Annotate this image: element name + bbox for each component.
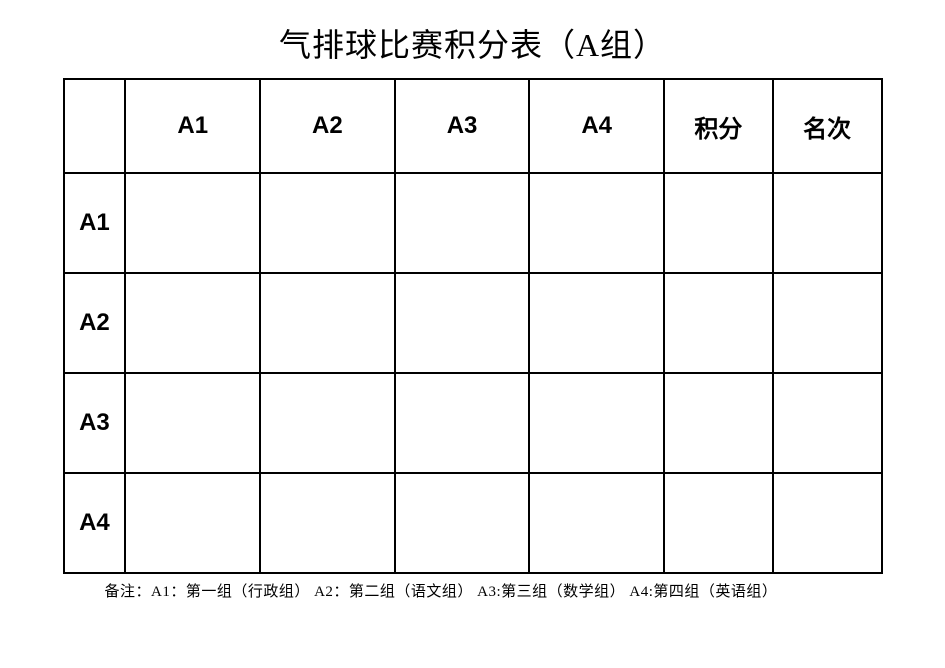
cell: [773, 473, 882, 573]
cell: [664, 273, 773, 373]
cell: [395, 373, 530, 473]
cell: [125, 173, 260, 273]
cell: [664, 373, 773, 473]
table-header-row: A1 A2 A3 A4 积分 名次: [64, 79, 882, 173]
header-a3: A3: [395, 79, 530, 173]
header-score: 积分: [664, 79, 773, 173]
cell: [773, 173, 882, 273]
row-label-a4: A4: [64, 473, 126, 573]
table-row: A4: [64, 473, 882, 573]
header-a4: A4: [529, 79, 664, 173]
cell: [125, 373, 260, 473]
cell: [529, 173, 664, 273]
row-label-a1: A1: [64, 173, 126, 273]
cell: [529, 273, 664, 373]
footnote: 备注：A1：第一组（行政组） A2：第二组（语文组） A3:第三组（数学组） A…: [63, 580, 883, 601]
page-title: 气排球比赛积分表（A组）: [279, 20, 666, 66]
cell: [395, 473, 530, 573]
row-label-a2: A2: [64, 273, 126, 373]
header-blank: [64, 79, 126, 173]
header-a2: A2: [260, 79, 395, 173]
cell: [529, 373, 664, 473]
cell: [773, 273, 882, 373]
table-row: A3: [64, 373, 882, 473]
cell: [260, 473, 395, 573]
cell: [773, 373, 882, 473]
cell: [125, 473, 260, 573]
cell: [664, 173, 773, 273]
cell: [664, 473, 773, 573]
cell: [260, 373, 395, 473]
header-rank: 名次: [773, 79, 882, 173]
cell: [260, 173, 395, 273]
score-table: A1 A2 A3 A4 积分 名次 A1 A2: [63, 78, 883, 574]
document-container: 气排球比赛积分表（A组） A1 A2 A3 A4 积分 名次 A1: [0, 20, 945, 601]
cell: [395, 273, 530, 373]
table-row: A1: [64, 173, 882, 273]
cell: [395, 173, 530, 273]
header-a1: A1: [125, 79, 260, 173]
cell: [260, 273, 395, 373]
row-label-a3: A3: [64, 373, 126, 473]
cell: [529, 473, 664, 573]
cell: [125, 273, 260, 373]
table-row: A2: [64, 273, 882, 373]
